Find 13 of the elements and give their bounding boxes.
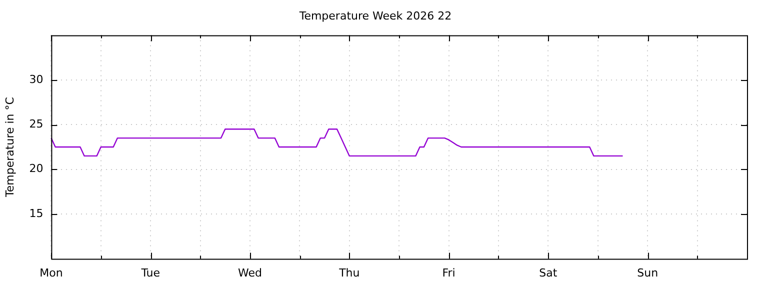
- x-tick-label: Mon: [40, 266, 63, 280]
- y-tick-label: 25: [29, 118, 44, 130]
- x-tick-label: Sat: [539, 266, 558, 280]
- x-tick-label: Thu: [338, 266, 360, 280]
- y-tick-label: 15: [29, 206, 44, 220]
- x-tick-label: Tue: [140, 266, 160, 280]
- x-tick-label: Sun: [637, 266, 658, 280]
- x-tick-label: Fri: [442, 266, 456, 280]
- x-tick-label: Wed: [238, 266, 262, 280]
- chart-title: Temperature Week 2026 22: [298, 9, 452, 22]
- y-tick-label: 30: [29, 72, 44, 86]
- y-tick-label: 20: [29, 162, 44, 176]
- y-axis-title: Temperature in °C: [3, 96, 16, 198]
